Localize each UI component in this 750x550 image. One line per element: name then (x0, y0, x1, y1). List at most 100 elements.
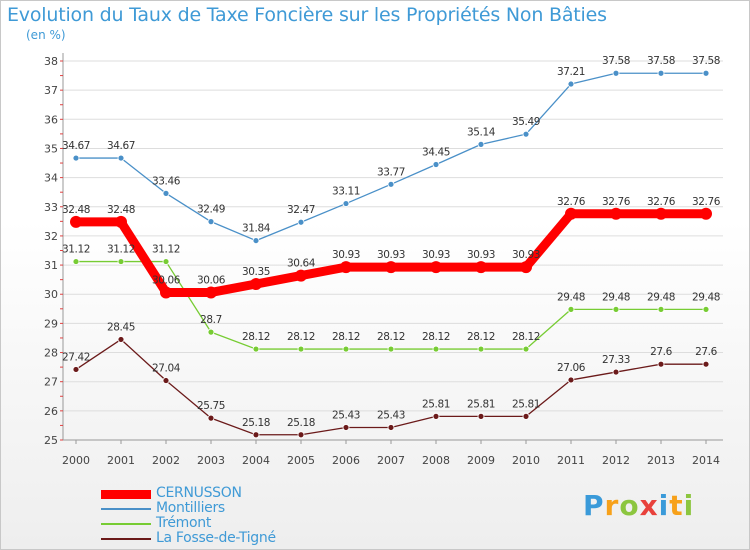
y-tick-label: 25 (44, 434, 58, 447)
y-tick-label: 27 (44, 376, 58, 389)
logo-letter: r (604, 489, 620, 522)
data-label: 33.77 (377, 166, 405, 178)
data-point (207, 414, 215, 422)
data-point (160, 286, 172, 299)
data-point (702, 305, 710, 313)
data-point (342, 424, 350, 431)
data-label: 28.12 (287, 331, 315, 343)
data-label: 30.06 (152, 274, 181, 286)
proxiti-logo: Proxiti (583, 489, 694, 522)
data-label: 31.12 (107, 244, 135, 256)
data-label: 27.04 (152, 363, 181, 375)
data-label: 28.12 (242, 331, 270, 343)
x-tick-label: 2003 (197, 454, 225, 467)
legend-item: Montilliers (101, 500, 351, 516)
data-point (432, 161, 440, 168)
legend-swatch (101, 538, 151, 540)
x-tick-label: 2013 (647, 454, 675, 467)
y-tick-label: 35 (44, 142, 58, 155)
data-point (432, 345, 440, 353)
data-point (250, 278, 262, 291)
data-point (295, 269, 307, 282)
data-label: 32.76 (602, 196, 631, 208)
logo-letter: i (658, 489, 670, 522)
x-tick-label: 2002 (152, 454, 180, 467)
x-tick-label: 2006 (332, 454, 360, 467)
y-tick-label: 33 (44, 201, 58, 214)
chart-title: Evolution du Taux de Taxe Foncière sur l… (7, 4, 607, 26)
data-label: 27.6 (695, 346, 717, 358)
data-label: 28.12 (332, 331, 360, 343)
data-label: 25.75 (197, 400, 225, 412)
data-label: 31.84 (242, 223, 271, 235)
data-label: 32.48 (107, 204, 135, 216)
x-tick-label: 2007 (377, 454, 405, 467)
data-label: 35.14 (467, 126, 496, 138)
legend-label: Trémont (156, 515, 212, 531)
data-point (432, 412, 440, 420)
legend-item: La Fosse-de-Tigné (101, 530, 351, 546)
y-tick-label: 29 (44, 317, 58, 330)
data-label: 25.18 (242, 417, 270, 429)
legend-item: Trémont (101, 515, 351, 531)
legend-label: Montilliers (156, 500, 225, 516)
y-tick-label: 37 (44, 84, 58, 97)
data-label: 37.58 (647, 55, 675, 67)
data-label: 27.6 (650, 346, 672, 358)
logo-letter: t (669, 489, 684, 522)
data-label: 35.49 (512, 116, 540, 128)
data-label: 25.81 (467, 398, 495, 410)
data-label: 30.93 (512, 249, 540, 261)
data-label: 29.48 (602, 291, 630, 303)
data-point (700, 207, 712, 220)
data-label: 30.64 (287, 258, 316, 270)
data-label: 25.18 (287, 417, 315, 429)
data-point (162, 189, 170, 197)
data-point (385, 261, 397, 274)
logo-letter: i (683, 489, 695, 522)
data-label: 30.93 (377, 249, 405, 261)
data-point (72, 154, 80, 162)
y-tick-label: 31 (44, 259, 58, 272)
data-label: 37.21 (557, 66, 585, 78)
data-label: 30.35 (242, 266, 270, 278)
data-label: 32.76 (692, 196, 721, 208)
data-point (252, 237, 260, 244)
data-point (477, 345, 485, 353)
data-point (657, 69, 665, 77)
data-point (522, 412, 530, 420)
data-point (117, 336, 125, 343)
data-label: 28.45 (107, 321, 135, 333)
data-point (387, 345, 395, 353)
data-label: 25.81 (512, 398, 540, 410)
data-label: 31.12 (62, 244, 90, 256)
y-tick-label: 28 (44, 347, 58, 360)
data-point (342, 200, 350, 207)
data-point (612, 69, 620, 77)
data-point (340, 261, 352, 274)
data-point (117, 154, 125, 162)
legend-swatch (101, 489, 151, 499)
data-point (387, 180, 395, 188)
data-label: 33.46 (152, 175, 181, 187)
data-point (612, 305, 620, 313)
data-point (702, 69, 710, 77)
data-label: 29.48 (692, 291, 720, 303)
data-point (520, 261, 532, 274)
x-tick-label: 2008 (422, 454, 450, 467)
data-point (72, 258, 80, 265)
data-point (657, 305, 665, 313)
data-point (477, 412, 485, 420)
logo-letter: x (639, 489, 659, 522)
data-point (477, 140, 485, 148)
data-label: 28.12 (377, 331, 405, 343)
legend: CERNUSSON Montilliers Trémont La Fosse-de-T… (101, 485, 351, 546)
data-point (252, 345, 260, 353)
data-point (117, 258, 125, 265)
data-label: 28.12 (467, 331, 495, 343)
data-label: 30.93 (332, 249, 360, 261)
data-label: 34.45 (422, 146, 450, 158)
data-label: 25.81 (422, 398, 450, 410)
data-label: 37.58 (602, 55, 630, 67)
x-tick-label: 2010 (512, 454, 540, 467)
